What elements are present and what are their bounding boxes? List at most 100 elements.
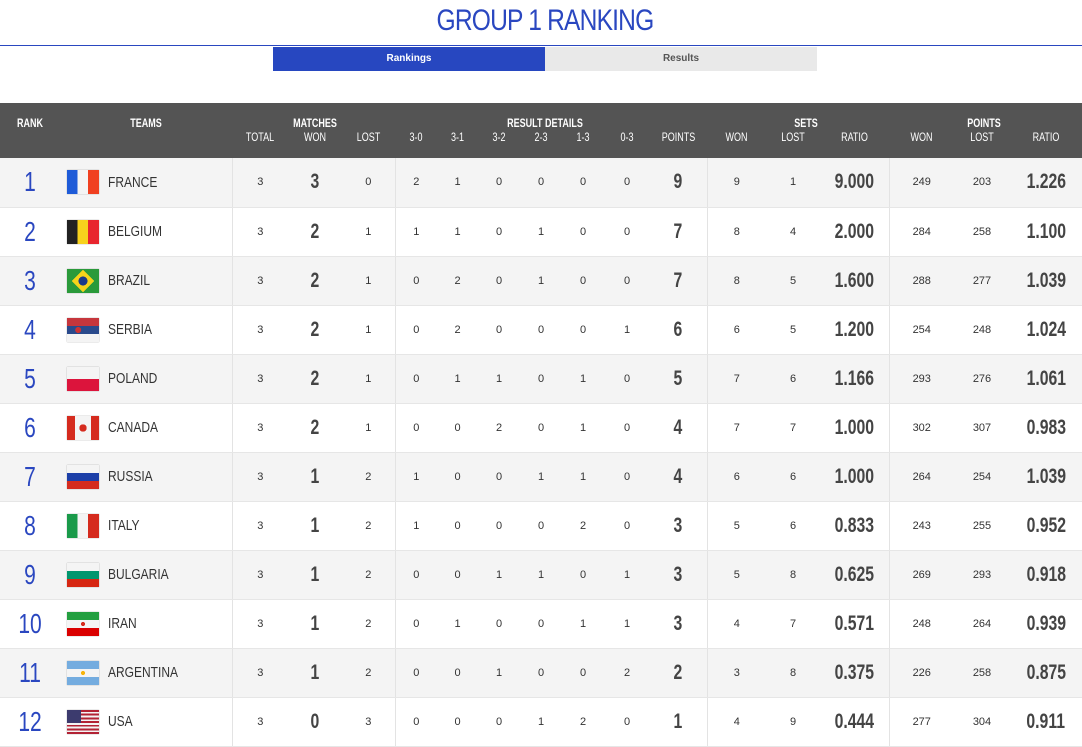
tab-rankings[interactable]: Rankings [273, 47, 545, 71]
table-row[interactable]: 8 ITALY 3 1 2 1 0 0 0 2 0 3 5 6 0.833 243 255 0.952 [0, 501, 1082, 551]
header-sets-lost: LOST [781, 130, 805, 144]
result-3-0-cell: 1 [395, 452, 437, 502]
team-name[interactable]: FRANCE [108, 173, 158, 191]
table-row[interactable]: 7 RUSSIA 3 1 2 1 0 0 1 1 0 4 6 6 1.000 264 254 1.039 [0, 452, 1082, 502]
result-1-3-cell: 1 [562, 599, 604, 649]
result-3-1-cell: 0 [437, 697, 478, 747]
rank-cell: 6 [7, 403, 53, 453]
result-0-3-cell: 1 [604, 305, 650, 355]
points-won-cell: 243 [889, 501, 954, 551]
table-row[interactable]: 9 BULGARIA 3 1 2 0 0 1 1 0 1 3 5 8 0.625 269 293 0.918 [0, 550, 1082, 600]
lost-cell: 3 [342, 697, 396, 747]
result-3-1-cell: 1 [437, 158, 478, 208]
table-row[interactable]: 2 BELGIUM 3 2 1 1 1 0 1 0 0 7 8 4 2.000 284 258 1.100 [0, 207, 1082, 257]
points-ratio-cell: 0.939 [1010, 599, 1082, 649]
result-3-0-cell: 0 [395, 403, 437, 453]
result-3-0-cell: 1 [395, 501, 437, 551]
result-0-3-cell: 0 [604, 501, 650, 551]
sets-ratio-cell: 2.000 [820, 207, 890, 257]
header-points: POINTS [661, 130, 696, 144]
sets-won-cell: 9 [707, 158, 766, 208]
points-lost-cell: 307 [954, 403, 1010, 453]
team-name[interactable]: BELGIUM [108, 223, 163, 240]
sets-lost-cell: 6 [766, 354, 820, 404]
table-row[interactable]: 11 ARGENTINA 3 1 2 0 0 1 0 0 2 2 3 8 0.375 226 258 0.875 [0, 648, 1082, 698]
result-3-0-cell: 2 [395, 158, 437, 208]
points-cell: 2 [650, 648, 708, 698]
tab-results[interactable]: Results [545, 47, 817, 71]
result-3-1-cell: 0 [437, 452, 478, 502]
table-row[interactable]: 12 USA 3 0 3 0 0 0 1 2 0 1 4 9 0.444 277 304 0.911 [0, 697, 1082, 747]
lost-cell: 1 [342, 403, 396, 453]
result-0-3-cell: 2 [604, 648, 650, 698]
header-total: TOTAL [245, 130, 275, 144]
table-row[interactable]: 1 FRANCE 3 3 0 2 1 0 0 0 0 9 9 1 9.000 249 203 1.226 [0, 158, 1082, 208]
team-name[interactable]: IRAN [108, 615, 137, 632]
points-ratio-cell: 0.875 [1010, 648, 1082, 698]
result-0-3-cell: 0 [604, 207, 650, 257]
lost-cell: 1 [342, 305, 396, 355]
team-name[interactable]: RUSSIA [108, 468, 153, 485]
team-name[interactable]: BULGARIA [108, 566, 169, 583]
team-name[interactable]: BRAZIL [108, 272, 151, 289]
sets-ratio-cell: 1.000 [820, 403, 890, 453]
team-name[interactable]: CANADA [108, 419, 159, 436]
result-3-1-cell: 2 [437, 305, 478, 355]
team-name[interactable]: USA [108, 713, 133, 730]
table-row[interactable]: 10 IRAN 3 1 2 0 1 0 0 1 1 3 4 7 0.571 248 264 0.939 [0, 599, 1082, 649]
result-0-3-cell: 0 [604, 452, 650, 502]
result-0-3-cell: 0 [604, 354, 650, 404]
table-row[interactable]: 5 POLAND 3 2 1 0 1 1 0 1 0 5 7 6 1.166 293 276 1.061 [0, 354, 1082, 404]
points-ratio-cell: 0.918 [1010, 550, 1082, 600]
header-3-2: 3-2 [492, 130, 506, 144]
sets-won-cell: 7 [707, 403, 766, 453]
result-1-3-cell: 1 [562, 403, 604, 453]
team-name[interactable]: POLAND [108, 370, 158, 387]
points-ratio-cell: 1.039 [1010, 256, 1082, 306]
flag-italy-icon [67, 513, 99, 538]
sets-ratio-cell: 1.200 [820, 305, 890, 355]
result-3-2-cell: 0 [478, 452, 520, 502]
won-cell: 2 [288, 256, 342, 306]
header-won: WON [303, 130, 326, 144]
result-1-3-cell: 0 [562, 648, 604, 698]
result-3-0-cell: 0 [395, 256, 437, 306]
points-ratio-cell: 0.983 [1010, 403, 1082, 453]
total-cell: 3 [232, 158, 288, 208]
team-cell: FRANCE [60, 158, 233, 208]
points-cell: 3 [650, 550, 708, 600]
sets-won-cell: 6 [707, 452, 766, 502]
result-3-1-cell: 0 [437, 648, 478, 698]
team-cell: USA [60, 697, 233, 747]
result-2-3-cell: 0 [520, 403, 562, 453]
result-3-2-cell: 1 [478, 550, 520, 600]
table-row[interactable]: 6 CANADA 3 2 1 0 0 2 0 1 0 4 7 7 1.000 302 307 0.983 [0, 403, 1082, 453]
result-2-3-cell: 1 [520, 207, 562, 257]
points-lost-cell: 203 [954, 158, 1010, 208]
team-cell: BULGARIA [60, 550, 233, 600]
team-cell: CANADA [60, 403, 233, 453]
rank-cell: 12 [7, 697, 53, 747]
sets-won-cell: 4 [707, 697, 766, 747]
points-ratio-cell: 1.226 [1010, 158, 1082, 208]
won-cell: 3 [288, 158, 342, 208]
header-sets-ratio: RATIO [841, 130, 868, 144]
sets-ratio-cell: 0.444 [820, 697, 890, 747]
result-3-2-cell: 0 [478, 697, 520, 747]
result-3-2-cell: 1 [478, 354, 520, 404]
sets-lost-cell: 7 [766, 403, 820, 453]
team-cell: POLAND [60, 354, 233, 404]
team-name[interactable]: ITALY [108, 517, 140, 534]
sets-lost-cell: 6 [766, 452, 820, 502]
team-name[interactable]: ARGENTINA [108, 664, 179, 681]
lost-cell: 1 [342, 207, 396, 257]
points-lost-cell: 258 [954, 207, 1010, 257]
result-3-0-cell: 0 [395, 354, 437, 404]
result-0-3-cell: 1 [604, 599, 650, 649]
team-cell: ITALY [60, 501, 233, 551]
table-row[interactable]: 4 SERBIA 3 2 1 0 2 0 0 0 1 6 6 5 1.200 254 248 1.024 [0, 305, 1082, 355]
header-3-0: 3-0 [409, 130, 423, 144]
table-row[interactable]: 3 BRAZIL 3 2 1 0 2 0 1 0 0 7 8 5 1.600 288 277 1.039 [0, 256, 1082, 306]
team-name[interactable]: SERBIA [108, 321, 153, 338]
points-lost-cell: 304 [954, 697, 1010, 747]
